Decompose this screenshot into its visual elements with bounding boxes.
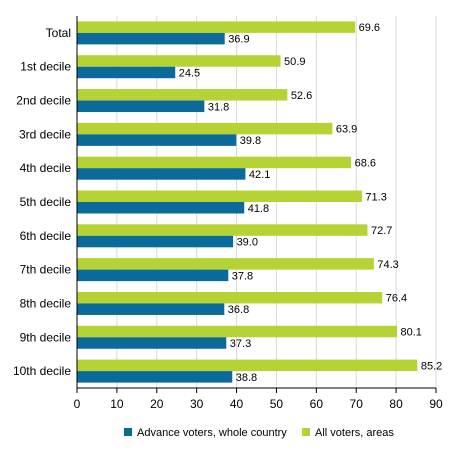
bar-advance-voters xyxy=(77,235,234,248)
bar-advance-voters xyxy=(77,303,225,315)
bar-all-voters xyxy=(77,325,398,338)
x-tick-label: 80 xyxy=(389,397,403,411)
data-label: 42.1 xyxy=(249,169,270,181)
category-label: 8th decile xyxy=(20,296,72,310)
x-tick-label: 20 xyxy=(150,397,164,411)
data-label: 50.9 xyxy=(284,56,305,68)
category-label: 2nd decile xyxy=(16,94,71,108)
data-label: 41.8 xyxy=(248,203,269,215)
legend: Advance voters, whole country All voters,… xyxy=(124,427,394,439)
data-label: 36.9 xyxy=(228,34,249,46)
bar-all-voters xyxy=(77,21,356,33)
x-tick-label: 50 xyxy=(270,397,284,411)
legend-swatch xyxy=(124,428,132,436)
category-label: 3rd decile xyxy=(19,127,71,141)
category-label: 1st decile xyxy=(20,60,71,74)
bar-advance-voters xyxy=(77,66,176,79)
category-label: 10th decile xyxy=(13,364,71,378)
bar-all-voters xyxy=(77,291,383,304)
data-label: 85.2 xyxy=(421,360,442,372)
legend-swatch xyxy=(302,428,310,436)
x-tick-label: 90 xyxy=(429,397,443,411)
x-tick-label: 30 xyxy=(190,397,204,411)
data-label: 69.6 xyxy=(359,22,380,34)
category-label: Total xyxy=(46,26,71,40)
bar-all-voters xyxy=(77,89,288,101)
x-axis: 0 10 20 30 40 50 60 70 80 90 xyxy=(74,16,443,411)
bar-advance-voters xyxy=(77,168,246,180)
bar-all-voters xyxy=(77,156,352,169)
data-label: 37.3 xyxy=(230,338,251,350)
x-tick-label: 0 xyxy=(74,397,81,411)
bar-all-voters xyxy=(77,224,368,236)
data-label: 68.6 xyxy=(355,157,376,169)
category-label: 7th decile xyxy=(20,263,72,277)
category-label: 4th decile xyxy=(20,161,72,175)
data-label: 36.8 xyxy=(228,304,249,316)
bar-all-voters xyxy=(77,190,362,202)
bar-all-voters xyxy=(77,122,333,135)
legend-label: All voters, areas xyxy=(315,427,394,439)
x-tick-label: 60 xyxy=(310,397,324,411)
category-labels: Total 1st decile 2nd decile 3rd decile 4th d… xyxy=(13,26,71,378)
data-label: 71.3 xyxy=(365,191,386,203)
x-tick-label: 40 xyxy=(230,397,244,411)
data-label: 38.8 xyxy=(236,372,257,384)
data-label: 80.1 xyxy=(401,327,422,339)
legend-label: Advance voters, whole country xyxy=(137,427,287,439)
bar-all-voters xyxy=(77,359,418,372)
bar-advance-voters xyxy=(77,269,229,282)
data-label: 74.3 xyxy=(377,259,398,271)
data-label: 39.0 xyxy=(237,237,258,249)
data-label: 76.4 xyxy=(386,293,407,305)
bar-all-voters xyxy=(77,258,374,270)
bar-advance-voters xyxy=(77,337,227,349)
data-label: 63.9 xyxy=(336,124,357,136)
bar-advance-voters xyxy=(77,134,237,146)
category-label: 9th decile xyxy=(20,330,72,344)
bar-advance-voters xyxy=(77,32,225,45)
bars xyxy=(77,21,418,383)
data-label: 37.8 xyxy=(232,270,253,282)
category-label: 6th decile xyxy=(20,229,72,243)
data-label: 72.7 xyxy=(371,225,392,237)
data-label: 52.6 xyxy=(291,90,312,102)
x-tick-label: 10 xyxy=(110,397,124,411)
data-label: 24.5 xyxy=(179,67,200,79)
x-tick-label: 70 xyxy=(350,397,364,411)
bar-advance-voters xyxy=(77,371,233,383)
bar-all-voters xyxy=(77,55,281,67)
data-label: 31.8 xyxy=(208,101,229,113)
data-label: 39.8 xyxy=(240,135,261,147)
value-labels: 69.6 36.9 50.9 24.5 52.6 31.8 63.9 39.8 68.6 42.1… xyxy=(179,22,443,384)
bar-advance-voters xyxy=(77,202,245,214)
category-label: 5th decile xyxy=(20,195,72,209)
bar-advance-voters xyxy=(77,100,205,113)
